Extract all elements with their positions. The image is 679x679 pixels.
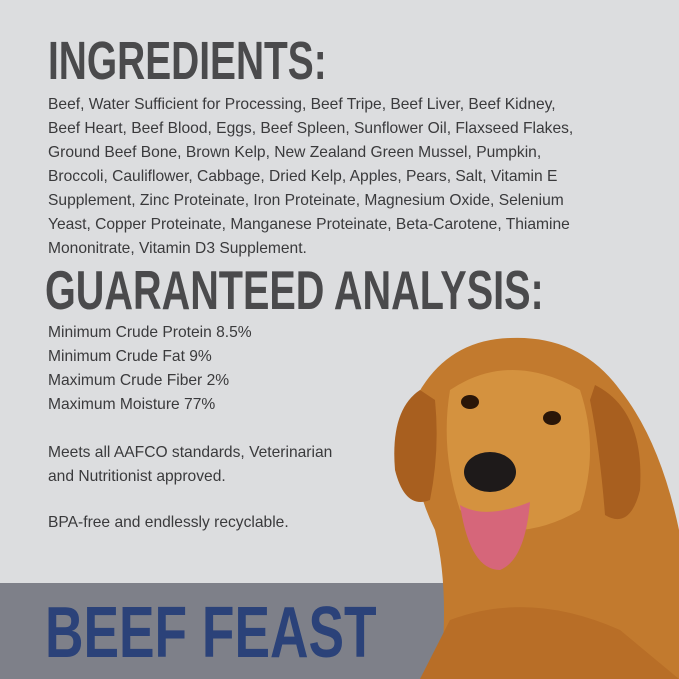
analysis-item: Maximum Crude Fiber 2% bbox=[48, 372, 230, 389]
ingredients-line: Yeast, Copper Proteinate, Manganese Prot… bbox=[48, 216, 570, 233]
analysis-item: Minimum Crude Fat 9% bbox=[48, 348, 212, 365]
ingredients-line: Ground Beef Bone, Brown Kelp, New Zealan… bbox=[48, 144, 542, 161]
analysis-item: Maximum Moisture 77% bbox=[48, 396, 216, 413]
analysis-heading: GUARANTEED ANALYSIS: bbox=[45, 259, 544, 321]
ingredients-line: Beef, Water Sufficient for Processing, B… bbox=[48, 96, 556, 113]
aafco-note: Meets all AAFCO standards, Veterinarian … bbox=[48, 441, 332, 489]
aafco-line: and Nutritionist approved. bbox=[48, 468, 226, 485]
ingredients-line: Mononitrate, Vitamin D3 Supplement. bbox=[48, 240, 307, 257]
ingredients-line: Broccoli, Cauliflower, Cabbage, Dried Ke… bbox=[48, 168, 558, 185]
analysis-list: Minimum Crude Protein 8.5% Minimum Crude… bbox=[48, 321, 252, 417]
ingredients-heading: INGREDIENTS: bbox=[48, 31, 327, 91]
ingredients-list: Beef, Water Sufficient for Processing, B… bbox=[48, 93, 573, 261]
ingredients-line: Beef Heart, Beef Blood, Eggs, Beef Splee… bbox=[48, 120, 574, 137]
ingredients-line: Supplement, Zinc Proteinate, Iron Protei… bbox=[48, 192, 564, 209]
product-name: BEEF FEAST bbox=[45, 593, 377, 673]
bpa-note: BPA-free and endlessly recyclable. bbox=[48, 514, 289, 531]
aafco-line: Meets all AAFCO standards, Veterinarian bbox=[48, 444, 333, 461]
analysis-item: Minimum Crude Protein 8.5% bbox=[48, 324, 252, 341]
dog-image bbox=[394, 337, 679, 679]
